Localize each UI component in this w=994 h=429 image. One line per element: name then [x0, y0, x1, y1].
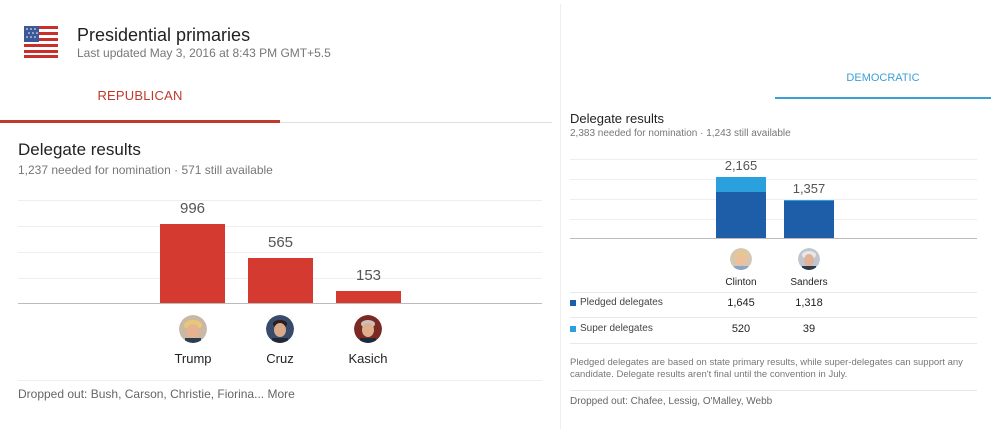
clinton-pledged-value: 1,645 [727, 297, 755, 309]
chart-baseline [570, 238, 977, 239]
super-legend-label: Super delegates [580, 323, 653, 334]
divider [570, 317, 977, 318]
tab-democratic[interactable]: DEMOCRATIC [846, 72, 920, 84]
democratic-results-title: Delegate results [570, 111, 664, 126]
last-updated: Last updated May 3, 2016 at 8:43 PM GMT+… [77, 46, 331, 60]
divider [570, 292, 977, 293]
data-label-clinton: 2,165 [724, 158, 758, 173]
democratic-results-subtitle: 2,383 needed for nomination · 1,243 stil… [570, 128, 791, 139]
data-label-kasich: 153 [355, 267, 382, 284]
gridline [18, 252, 542, 253]
pledged-legend-swatch [570, 300, 576, 306]
bar-sanders-pledged[interactable] [784, 201, 834, 238]
gridline [570, 179, 977, 180]
chart-baseline [18, 303, 542, 304]
candidate-name-sanders: Sanders [790, 277, 828, 288]
gridline [570, 219, 977, 220]
data-label-trump: 996 [179, 200, 206, 217]
democratic-panel: DEMOCRATIC Delegate results 2,383 needed… [560, 4, 994, 429]
sanders-avatar[interactable] [798, 248, 820, 270]
sanders-super-value: 39 [802, 323, 816, 335]
candidate-name-clinton: Clinton [725, 277, 757, 288]
bar-cruz[interactable] [248, 258, 313, 303]
bar-trump[interactable] [160, 224, 225, 303]
divider [570, 390, 977, 391]
candidate-name-trump: Trump [174, 351, 212, 366]
tab-republican-underline [0, 120, 280, 123]
candidate-name-cruz: Cruz [266, 351, 294, 366]
tab-democratic-underline [775, 97, 991, 99]
clinton-avatar[interactable] [730, 248, 752, 270]
page-title: Presidential primaries [77, 25, 251, 45]
kasich-avatar[interactable] [354, 315, 382, 343]
data-label-sanders: 1,357 [792, 181, 826, 196]
republican-results-title: Delegate results [18, 140, 141, 159]
delegates-note: Pledged delegates are based on state pri… [570, 357, 963, 380]
sanders-pledged-value: 1,318 [795, 297, 823, 309]
bar-sanders-super[interactable] [784, 200, 834, 201]
data-label-cruz: 565 [267, 234, 294, 251]
gridline [570, 199, 977, 200]
clinton-super-value: 520 [731, 323, 751, 335]
republican-dropped-out[interactable]: Dropped out: Bush, Carson, Christie, Fio… [18, 387, 295, 401]
pledged-legend-label: Pledged delegates [580, 297, 663, 308]
republican-results-subtitle: 1,237 needed for nomination · 571 still … [18, 163, 273, 177]
divider [18, 380, 542, 381]
bar-clinton-pledged[interactable] [716, 192, 766, 238]
bar-clinton-super[interactable] [716, 177, 766, 192]
trump-avatar[interactable] [179, 315, 207, 343]
republican-panel: Presidential primaries Last updated May … [0, 25, 552, 401]
gridline [570, 159, 977, 160]
tab-republican[interactable]: REPUBLICAN [97, 88, 183, 103]
divider [570, 343, 977, 344]
candidate-name-kasich: Kasich [348, 351, 388, 366]
tab-divider [280, 122, 552, 123]
gridline [18, 226, 542, 227]
us-flag-icon [24, 26, 58, 58]
bar-kasich[interactable] [336, 291, 401, 303]
super-legend-swatch [570, 326, 576, 332]
cruz-avatar[interactable] [266, 315, 294, 343]
democratic-dropped-out: Dropped out: Chafee, Lessig, O'Malley, W… [570, 396, 773, 407]
gridline [18, 200, 542, 201]
